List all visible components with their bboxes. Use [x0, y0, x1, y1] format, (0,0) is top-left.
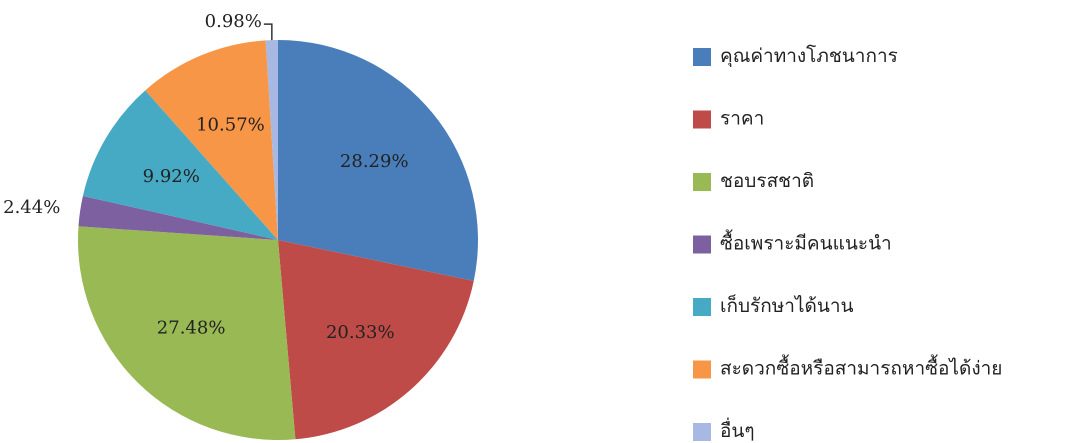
legend-label: สะดวกซื้อหรือสามารถหาซื้อได้ง่าย — [720, 355, 1002, 380]
legend-swatch — [693, 423, 711, 441]
legend-label: คุณค่าทางโภชนาการ — [720, 44, 898, 68]
data-label: 9.92% — [143, 166, 200, 187]
data-label: 27.48% — [157, 317, 226, 338]
legend-label: ซื้อเพราะมีคนแนะนำ — [720, 230, 892, 255]
legend-swatch — [693, 236, 711, 254]
leader-line — [264, 24, 272, 40]
legend-label: ชอบรสชาติ — [720, 170, 814, 192]
chart: 28.29%20.33%27.48%2.44%9.92%10.57%0.98% … — [0, 0, 1075, 443]
legend: คุณค่าทางโภชนาการราคาชอบรสชาติซื้อเพราะม… — [693, 44, 1002, 442]
legend-swatch — [693, 111, 711, 129]
data-label: 0.98% — [205, 11, 262, 32]
legend-swatch — [693, 173, 711, 191]
legend-label: ราคา — [720, 108, 764, 130]
legend-label: เก็บรักษาได้นาน — [720, 293, 854, 317]
legend-swatch — [693, 48, 711, 66]
data-label: 20.33% — [326, 322, 395, 343]
legend-swatch — [693, 298, 711, 316]
data-label: 2.44% — [3, 197, 60, 218]
data-label: 28.29% — [340, 151, 409, 172]
pie: 28.29% 20.33% 27.48% 2.44% 9.92% 10.57% 0.98% — [3, 11, 478, 440]
data-label: 10.57% — [196, 114, 265, 135]
legend-swatch — [693, 361, 711, 379]
legend-label: อื่นๆ — [720, 417, 755, 442]
